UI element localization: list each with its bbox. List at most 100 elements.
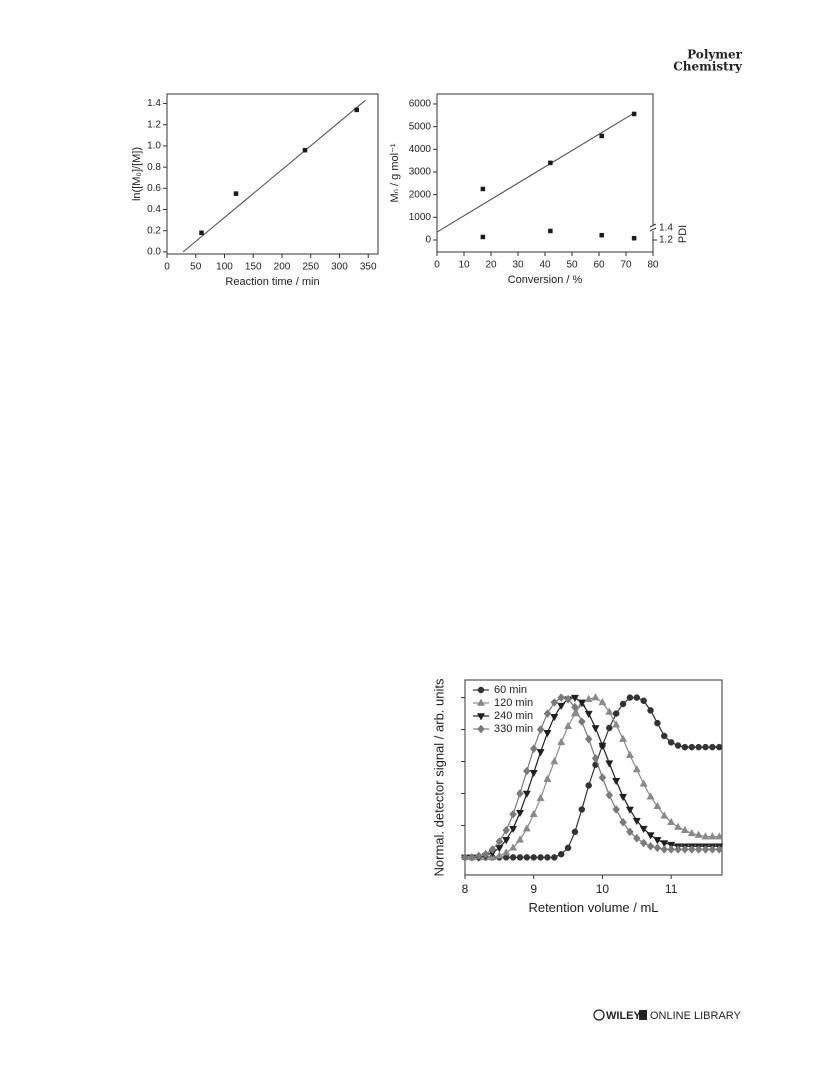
marker	[536, 725, 545, 734]
marker	[660, 845, 669, 854]
marker	[536, 749, 545, 757]
marker	[667, 845, 675, 854]
marker	[536, 793, 545, 802]
marker	[661, 732, 668, 740]
y-tick-label: 0.0	[147, 247, 161, 258]
marker	[591, 693, 600, 701]
marker	[564, 694, 572, 704]
marker	[461, 853, 469, 862]
marker	[199, 230, 204, 236]
marker	[674, 845, 682, 854]
axis-break	[649, 223, 657, 228]
marker	[529, 744, 538, 754]
x-tick-label: 40	[539, 260, 551, 271]
marker	[653, 843, 662, 853]
marker	[708, 845, 717, 854]
library: ONLINE LIBRARY	[650, 1010, 742, 1022]
legend-marker	[477, 724, 485, 734]
marker	[570, 694, 579, 703]
x-tick-label: 70	[620, 260, 632, 271]
marker	[599, 133, 604, 139]
marker	[681, 845, 689, 854]
x-tick-label: 150	[245, 262, 262, 273]
y-tick-label: 1000	[409, 212, 432, 223]
marker	[605, 760, 614, 768]
marker	[577, 717, 586, 726]
marker	[570, 709, 579, 717]
x-tick-label: 10	[596, 882, 610, 896]
x-tick-label: 50	[566, 260, 578, 271]
y-tick-label: 1.4	[147, 98, 161, 109]
marker	[354, 107, 359, 113]
y-tick-label: 1.2	[147, 119, 161, 130]
journal-name: Chemistry	[673, 60, 743, 74]
marker	[660, 840, 669, 848]
x-tick-label: 0	[434, 260, 440, 271]
marker	[619, 734, 628, 742]
marker	[709, 743, 716, 751]
marker	[548, 228, 553, 234]
fit-line	[436, 112, 635, 233]
y-tick-label: 6000	[409, 99, 432, 110]
marker	[543, 729, 552, 738]
marker	[694, 830, 703, 838]
marker	[667, 739, 675, 746]
marker	[646, 792, 655, 800]
x-axis-label: Reaction time / min	[225, 276, 319, 288]
y-axis-label: Normal. detector signal / arb. units	[431, 678, 446, 876]
marker	[606, 724, 613, 732]
marker	[564, 721, 573, 730]
marker	[598, 742, 607, 751]
x-tick-label: 10	[458, 260, 470, 271]
marker	[654, 719, 661, 727]
marker	[695, 743, 702, 751]
logo-mark	[593, 1009, 605, 1021]
x-tick-label: 20	[485, 260, 497, 271]
marker	[515, 809, 524, 818]
y2-axis-label: PDI	[677, 225, 689, 243]
marker	[631, 235, 637, 241]
marker	[488, 845, 497, 854]
marker	[619, 817, 627, 827]
x-tick-label: 200	[274, 262, 291, 273]
marker	[667, 817, 676, 826]
marker	[548, 160, 553, 166]
marker	[702, 743, 709, 751]
legend-label: 120 min	[494, 697, 533, 709]
marker	[509, 843, 518, 851]
x-tick-label: 0	[164, 262, 170, 273]
marker	[640, 697, 647, 705]
marker	[474, 851, 483, 861]
marker	[598, 773, 607, 782]
y-tick-label: 0	[425, 235, 431, 246]
marker	[571, 702, 579, 712]
x-tick-label: 100	[216, 262, 233, 273]
x-axis-label: Conversion / %	[508, 274, 583, 286]
marker	[687, 828, 696, 837]
marker	[632, 817, 641, 826]
marker	[619, 700, 627, 708]
marker	[653, 837, 662, 845]
x-tick-label: 11	[665, 882, 678, 896]
journal-name: Polymer	[687, 48, 743, 62]
marker	[516, 854, 524, 861]
marker	[571, 828, 579, 836]
marker	[468, 853, 476, 862]
marker	[625, 806, 634, 814]
y2-tick-label: 1.2	[659, 235, 673, 246]
marker	[481, 849, 490, 859]
marker	[522, 790, 531, 798]
marker	[619, 793, 628, 802]
marker	[612, 720, 621, 728]
marker	[585, 782, 592, 789]
x-tick-label: 300	[331, 262, 348, 273]
y-axis-label: Mₙ / g mol⁻¹	[389, 143, 401, 202]
x-tick-label: 80	[647, 260, 659, 271]
marker	[584, 694, 593, 702]
y-tick-label: 1.0	[147, 141, 161, 152]
marker	[715, 832, 724, 840]
publisher-logo: WILEY ONLINE LIBRARY	[593, 1009, 742, 1022]
marker	[502, 825, 511, 835]
